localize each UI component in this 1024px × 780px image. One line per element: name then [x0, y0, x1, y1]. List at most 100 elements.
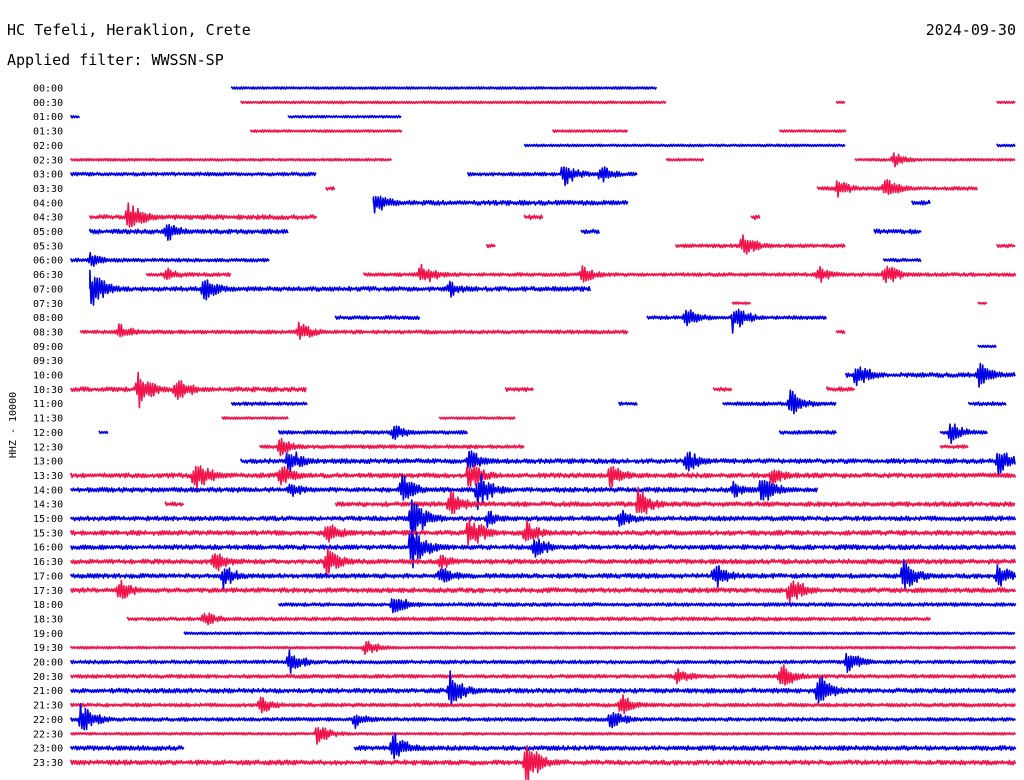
time-tick-label: 00:30: [33, 98, 63, 109]
trace-segment: [221, 416, 289, 420]
trace-segment: [779, 129, 847, 133]
time-tick-label: 07:30: [33, 299, 63, 310]
trace-segment: [287, 114, 402, 119]
time-tick-label: 23:00: [33, 744, 63, 755]
trace-segment: [259, 437, 525, 457]
time-tick-label: 05:00: [33, 227, 63, 238]
time-tick-label: 05:30: [33, 241, 63, 252]
time-tick-label: 07:00: [33, 284, 63, 295]
trace-segment: [70, 745, 185, 752]
time-tick-label: 20:00: [33, 658, 63, 669]
trace-segment: [618, 401, 638, 406]
filter-label: Applied filter: WWSSN-SP: [7, 51, 224, 69]
trace-segment: [126, 612, 932, 626]
time-tick-label: 04:30: [33, 213, 63, 224]
time-tick-label: 21:30: [33, 701, 63, 712]
time-tick-label: 11:30: [33, 414, 63, 425]
time-tick-label: 02:30: [33, 155, 63, 166]
time-tick-label: 02:00: [33, 141, 63, 152]
time-tick-label: 16:30: [33, 557, 63, 568]
time-tick-label: 12:00: [33, 428, 63, 439]
time-tick-label: 11:00: [33, 399, 63, 410]
y-axis-label: HHZ - 10000: [8, 392, 19, 458]
trace-segment: [70, 745, 1017, 780]
time-tick-label: 01:30: [33, 127, 63, 138]
trace-segment: [183, 631, 1016, 636]
trace-segment: [278, 425, 469, 441]
trace-segment: [646, 308, 828, 334]
trace-segment: [70, 252, 270, 267]
time-tick-label: 10:00: [33, 371, 63, 382]
trace-segment: [523, 214, 544, 221]
date-label: 2024-09-30: [925, 21, 1016, 39]
trace-segment: [665, 157, 705, 162]
time-tick-label: 04:00: [33, 198, 63, 209]
trace-segment: [939, 423, 988, 444]
time-tick-label: 09:00: [33, 342, 63, 353]
trace-segment: [70, 473, 819, 511]
trace-segment: [873, 228, 922, 235]
trace-segment: [70, 664, 1017, 686]
station-title: HC Tefeli, Heraklion, Crete: [7, 21, 251, 39]
trace-segment: [145, 267, 232, 281]
trace-segment: [70, 558, 1017, 590]
time-tick-labels: 00:00 00:30 01:00 01:30 02:00 02:30 03:00 03:30…: [33, 84, 63, 769]
trace-segment: [835, 329, 846, 335]
trace-segment: [353, 732, 1017, 760]
trace-segment: [816, 179, 978, 198]
time-tick-label: 03:30: [33, 184, 63, 195]
trace-segment: [230, 401, 308, 407]
trace-segment: [504, 387, 535, 393]
time-tick-label: 15:00: [33, 514, 63, 525]
trace-segment: [70, 171, 317, 177]
trace-segment: [334, 315, 421, 321]
trace-segment: [722, 389, 837, 415]
trace-segment: [523, 143, 846, 148]
trace-segment: [486, 243, 496, 249]
trace-segment: [996, 143, 1016, 148]
trace-segment: [70, 579, 1017, 604]
trace-segment: [712, 386, 733, 392]
time-tick-label: 21:00: [33, 686, 63, 697]
trace-segment: [70, 464, 1017, 490]
trace-segment: [372, 195, 629, 214]
trace-segment: [240, 450, 1016, 476]
time-tick-label: 13:30: [33, 471, 63, 482]
trace-segment: [70, 640, 1017, 655]
trace-segment: [750, 214, 761, 221]
trace-segment: [70, 115, 81, 119]
time-tick-label: 03:00: [33, 170, 63, 181]
time-tick-label: 08:00: [33, 313, 63, 324]
trace-segment: [89, 269, 592, 306]
trace-segment: [70, 517, 1017, 546]
time-tick-label: 19:30: [33, 643, 63, 654]
trace-segment: [70, 157, 393, 162]
trace-segment: [675, 234, 846, 255]
time-tick-label: 13:00: [33, 457, 63, 468]
time-tick-label: 14:30: [33, 500, 63, 511]
helicorder-traces: [70, 86, 1017, 780]
trace-segment: [939, 444, 969, 449]
trace-segment: [835, 100, 846, 105]
trace-segment: [438, 416, 516, 420]
trace-segment: [467, 166, 638, 187]
time-tick-label: 06:00: [33, 256, 63, 267]
time-tick-label: 10:30: [33, 385, 63, 396]
trace-segment: [98, 430, 109, 435]
trace-segment: [882, 257, 922, 263]
trace-segment: [70, 694, 1017, 715]
time-tick-label: 18:00: [33, 600, 63, 611]
time-tick-label: 00:00: [33, 84, 63, 95]
trace-segment: [240, 100, 667, 105]
trace-segment: [977, 344, 997, 349]
trace-segment: [70, 499, 1017, 543]
time-tick-label: 01:00: [33, 112, 63, 123]
time-tick-label: 14:00: [33, 485, 63, 496]
time-tick-label: 12:30: [33, 442, 63, 453]
trace-segment: [779, 429, 837, 435]
trace-segment: [977, 301, 988, 305]
trace-segment: [249, 129, 403, 133]
trace-segment: [731, 301, 752, 306]
trace-segment: [334, 486, 1016, 515]
trace-segment: [278, 598, 1017, 614]
